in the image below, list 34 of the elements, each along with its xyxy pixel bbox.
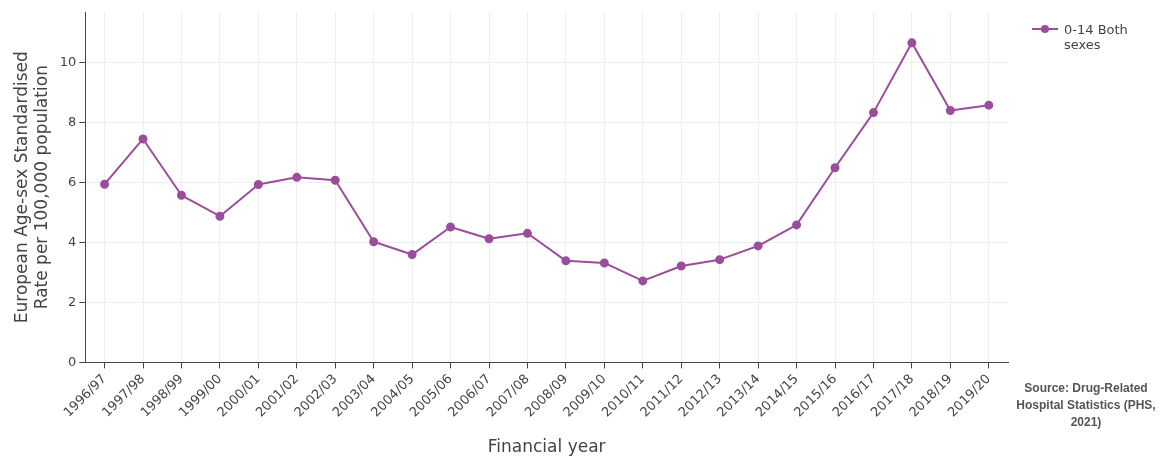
y-tick-label: 4 (68, 233, 77, 249)
point (215, 211, 225, 221)
point (446, 222, 456, 232)
point (369, 237, 379, 247)
point (407, 250, 417, 260)
point (484, 234, 494, 244)
point (830, 163, 840, 173)
x-axis-title: Financial year (487, 436, 606, 457)
point (753, 241, 763, 251)
point (253, 180, 263, 189)
point (330, 175, 340, 185)
point (138, 134, 148, 144)
point (715, 255, 725, 265)
legend-label: 0-14 Both sexes (1064, 22, 1129, 52)
y-axis-title: European Age-sex Standardised Rate per 100,000 population (10, 51, 52, 324)
point (638, 276, 648, 286)
point (984, 100, 994, 110)
point (676, 261, 686, 271)
y-tick-label: 6 (68, 174, 77, 190)
point (907, 38, 917, 48)
point (945, 106, 955, 116)
y-tick-label: 0 (68, 353, 77, 369)
point (561, 256, 571, 266)
point (292, 172, 302, 182)
y-tick-label: 10 (59, 54, 77, 70)
point (522, 228, 532, 238)
point (868, 108, 878, 118)
source-note: Source: Drug-Related Hospital Statistics (PHS, 2021) (1015, 380, 1157, 431)
y-tick-label: 2 (68, 293, 77, 309)
point (176, 190, 186, 200)
point (100, 179, 110, 189)
y-tick-label: 8 (68, 114, 77, 130)
point (599, 258, 609, 268)
point (792, 220, 802, 230)
